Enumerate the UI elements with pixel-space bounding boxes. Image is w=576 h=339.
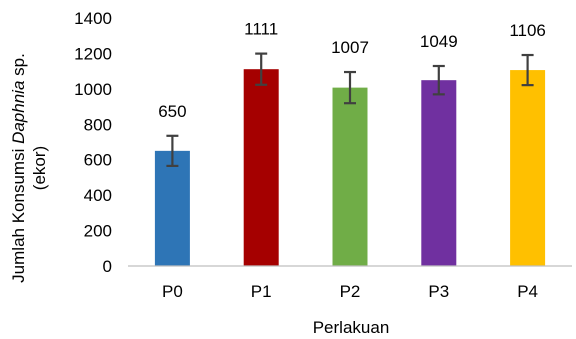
y-axis-ticks: 0 200 400 600 800 1000 1200 1400 xyxy=(74,9,112,276)
error-bars xyxy=(166,52,534,168)
x-tick-label-p4: P4 xyxy=(517,282,538,301)
y-tick-label-600: 600 xyxy=(84,151,112,170)
x-tick-label-p3: P3 xyxy=(428,282,449,301)
bar-p1 xyxy=(243,69,279,267)
y-tick-label-400: 400 xyxy=(84,186,112,205)
bar-p2 xyxy=(332,87,368,266)
x-tick-label-p2: P2 xyxy=(340,282,361,301)
y-axis-title: Jumlah Konsumsi Daphnia sp. (ekor) xyxy=(9,53,49,283)
y-tick-label-0: 0 xyxy=(103,257,112,276)
error-bar-p2 xyxy=(344,70,356,105)
y-axis-title-line2: (ekor) xyxy=(30,146,49,190)
x-tick-label-p1: P1 xyxy=(251,282,272,301)
data-label-p3: 1049 xyxy=(420,32,458,51)
x-tick-label-p0: P0 xyxy=(162,282,183,301)
y-tick-label-1400: 1400 xyxy=(74,9,112,28)
bars xyxy=(154,69,546,267)
bar-p3 xyxy=(421,80,457,266)
data-label-p2: 1007 xyxy=(331,38,369,57)
error-bar-p3 xyxy=(432,64,445,96)
data-label-p1: 1111 xyxy=(244,20,278,39)
error-bar-p1 xyxy=(255,52,268,86)
y-axis-title-line1: Jumlah Konsumsi Daphnia sp. xyxy=(9,53,28,283)
bar-p0 xyxy=(154,150,190,266)
y-tick-label-800: 800 xyxy=(84,115,112,134)
y-tick-label-1200: 1200 xyxy=(74,44,112,63)
error-bar-p4 xyxy=(521,53,534,87)
data-label-p0: 650 xyxy=(158,102,186,121)
error-bar-p0 xyxy=(166,134,179,168)
x-axis-title: Perlakuan xyxy=(313,318,390,337)
data-labels: 650 1111 1007 1049 1106 xyxy=(158,20,546,121)
y-tick-label-1000: 1000 xyxy=(74,80,112,99)
x-axis-category-labels: P0 P1 P2 P3 P4 xyxy=(162,282,538,301)
data-label-p4: 1106 xyxy=(509,21,546,40)
y-tick-label-200: 200 xyxy=(84,222,112,241)
bar-p4 xyxy=(510,70,546,266)
